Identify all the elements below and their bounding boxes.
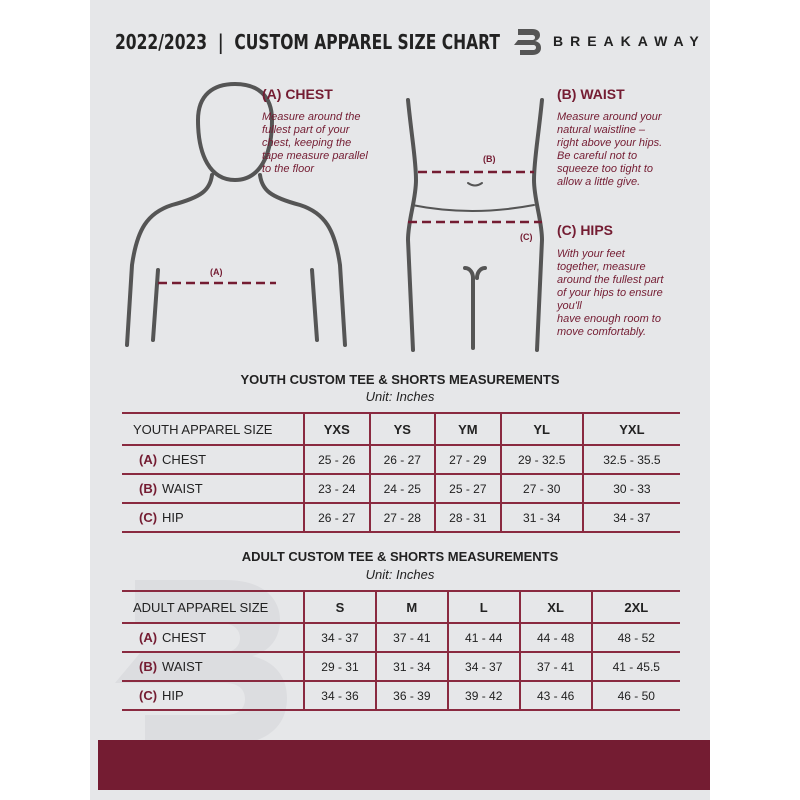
size-column-header: S bbox=[303, 590, 376, 624]
table-cell: 41 - 44 bbox=[446, 622, 520, 653]
table-cell: 27 - 28 bbox=[368, 502, 436, 533]
table-row: (B) WAIST 29 - 31 31 - 34 34 - 37 37 - 41 41 -… bbox=[122, 651, 680, 682]
youth-unit: Unit: Inches bbox=[365, 389, 435, 404]
size-chart-sheet: 2022/2023 | CUSTOM APPAREL SIZE CHART BR… bbox=[90, 0, 710, 800]
size-column-header: YM bbox=[434, 412, 501, 446]
table-cell: 34 - 37 bbox=[581, 502, 680, 533]
table-row: (A) CHEST 34 - 37 37 - 41 41 - 44 44 - 48 48 -… bbox=[122, 622, 680, 653]
table-cell: 31 - 34 bbox=[374, 651, 448, 682]
page-title: 2022/2023 | CUSTOM APPAREL SIZE CHART bbox=[115, 30, 500, 54]
size-column-header: M bbox=[374, 590, 448, 624]
table-row: (C) HIP 26 - 27 27 - 28 28 - 31 31 - 34 34 - 3… bbox=[122, 502, 680, 533]
table-cell: 28 - 31 bbox=[434, 502, 501, 533]
table-cell: 48 - 52 bbox=[590, 622, 680, 653]
size-column-header: YS bbox=[368, 412, 436, 446]
table-cell: 44 - 48 bbox=[518, 622, 592, 653]
marker-c: (C) bbox=[520, 232, 533, 242]
table-cell: 39 - 42 bbox=[446, 680, 520, 711]
table-cell: 27 - 29 bbox=[434, 444, 501, 475]
size-column-header: YXL bbox=[581, 412, 680, 446]
table-row: (B) WAIST 23 - 24 24 - 25 25 - 27 27 - 30 30 -… bbox=[122, 473, 680, 504]
size-header: YOUTH APPAREL SIZE bbox=[122, 412, 304, 446]
table-cell: 43 - 46 bbox=[518, 680, 592, 711]
adult-size-table: ADULT APPAREL SIZE S M L XL 2XL (A) CHEST 34 - 3… bbox=[122, 590, 680, 711]
table-cell: 34 - 37 bbox=[446, 651, 520, 682]
size-column-header: L bbox=[446, 590, 520, 624]
adult-unit: Unit: Inches bbox=[365, 567, 435, 582]
youth-size-table: YOUTH APPAREL SIZE YXS YS YM YL YXL (A) CHEST 25… bbox=[122, 412, 680, 533]
table-cell: 41 - 45.5 bbox=[590, 651, 680, 682]
measurement-label: (C) HIP bbox=[122, 502, 304, 533]
table-header-row: ADULT APPAREL SIZE S M L XL 2XL bbox=[122, 590, 680, 624]
table-cell: 36 - 39 bbox=[374, 680, 448, 711]
table-cell: 25 - 26 bbox=[303, 444, 370, 475]
size-column-header: XL bbox=[518, 590, 592, 624]
adult-title: ADULT CUSTOM TEE & SHORTS MEASUREMENTS bbox=[241, 549, 559, 564]
table-cell: 26 - 27 bbox=[368, 444, 436, 475]
hips-heading: (C) HIPS bbox=[557, 222, 613, 238]
table-cell: 34 - 36 bbox=[303, 680, 376, 711]
marker-a: (A) bbox=[210, 267, 223, 277]
table-cell: 27 - 30 bbox=[499, 473, 583, 504]
size-column-header: YXS bbox=[303, 412, 370, 446]
measurement-label: (B) WAIST bbox=[122, 473, 304, 504]
youth-title: YOUTH CUSTOM TEE & SHORTS MEASUREMENTS bbox=[240, 372, 560, 387]
marker-b: (B) bbox=[483, 154, 496, 164]
measurement-label: (A) CHEST bbox=[122, 444, 304, 475]
footer-band bbox=[98, 740, 710, 790]
table-cell: 23 - 24 bbox=[303, 473, 370, 504]
waist-description: Measure around your natural waistline – ri… bbox=[557, 111, 663, 188]
chest-heading: (A) CHEST bbox=[262, 86, 333, 102]
table-cell: 29 - 31 bbox=[303, 651, 376, 682]
table-cell: 25 - 27 bbox=[434, 473, 501, 504]
table-cell: 24 - 25 bbox=[368, 473, 436, 504]
waist-heading: (B) WAIST bbox=[557, 86, 625, 102]
table-row: (C) HIP 34 - 36 36 - 39 39 - 42 43 - 46 46 - 5… bbox=[122, 680, 680, 711]
breakaway-logo-icon bbox=[514, 29, 541, 55]
size-header: ADULT APPAREL SIZE bbox=[122, 590, 304, 624]
table-cell: 26 - 27 bbox=[303, 502, 370, 533]
table-cell: 37 - 41 bbox=[518, 651, 592, 682]
table-cell: 31 - 34 bbox=[499, 502, 583, 533]
size-column-header: 2XL bbox=[590, 590, 680, 624]
table-row: (A) CHEST 25 - 26 26 - 27 27 - 29 29 - 32.5 32… bbox=[122, 444, 680, 475]
table-cell: 30 - 33 bbox=[581, 473, 680, 504]
brand-name: BREAKAWAY bbox=[553, 33, 706, 49]
table-cell: 37 - 41 bbox=[374, 622, 448, 653]
body-figures bbox=[125, 81, 545, 352]
measurement-label: (C) HIP bbox=[122, 680, 304, 711]
table-cell: 46 - 50 bbox=[590, 680, 680, 711]
measurement-label: (B) WAIST bbox=[122, 651, 304, 682]
chest-description: Measure around the fullest part of your ch… bbox=[262, 111, 368, 175]
measurement-label: (A) CHEST bbox=[122, 622, 304, 653]
table-cell: 34 - 37 bbox=[303, 622, 376, 653]
table-cell: 29 - 32.5 bbox=[499, 444, 583, 475]
hips-description: With your feet together, measure around th… bbox=[557, 248, 664, 338]
table-header-row: YOUTH APPAREL SIZE YXS YS YM YL YXL bbox=[122, 412, 680, 446]
table-cell: 32.5 - 35.5 bbox=[581, 444, 680, 475]
page-title-wrapper: 2022/2023 | CUSTOM APPAREL SIZE CHART bbox=[115, 30, 500, 54]
size-column-header: YL bbox=[499, 412, 583, 446]
